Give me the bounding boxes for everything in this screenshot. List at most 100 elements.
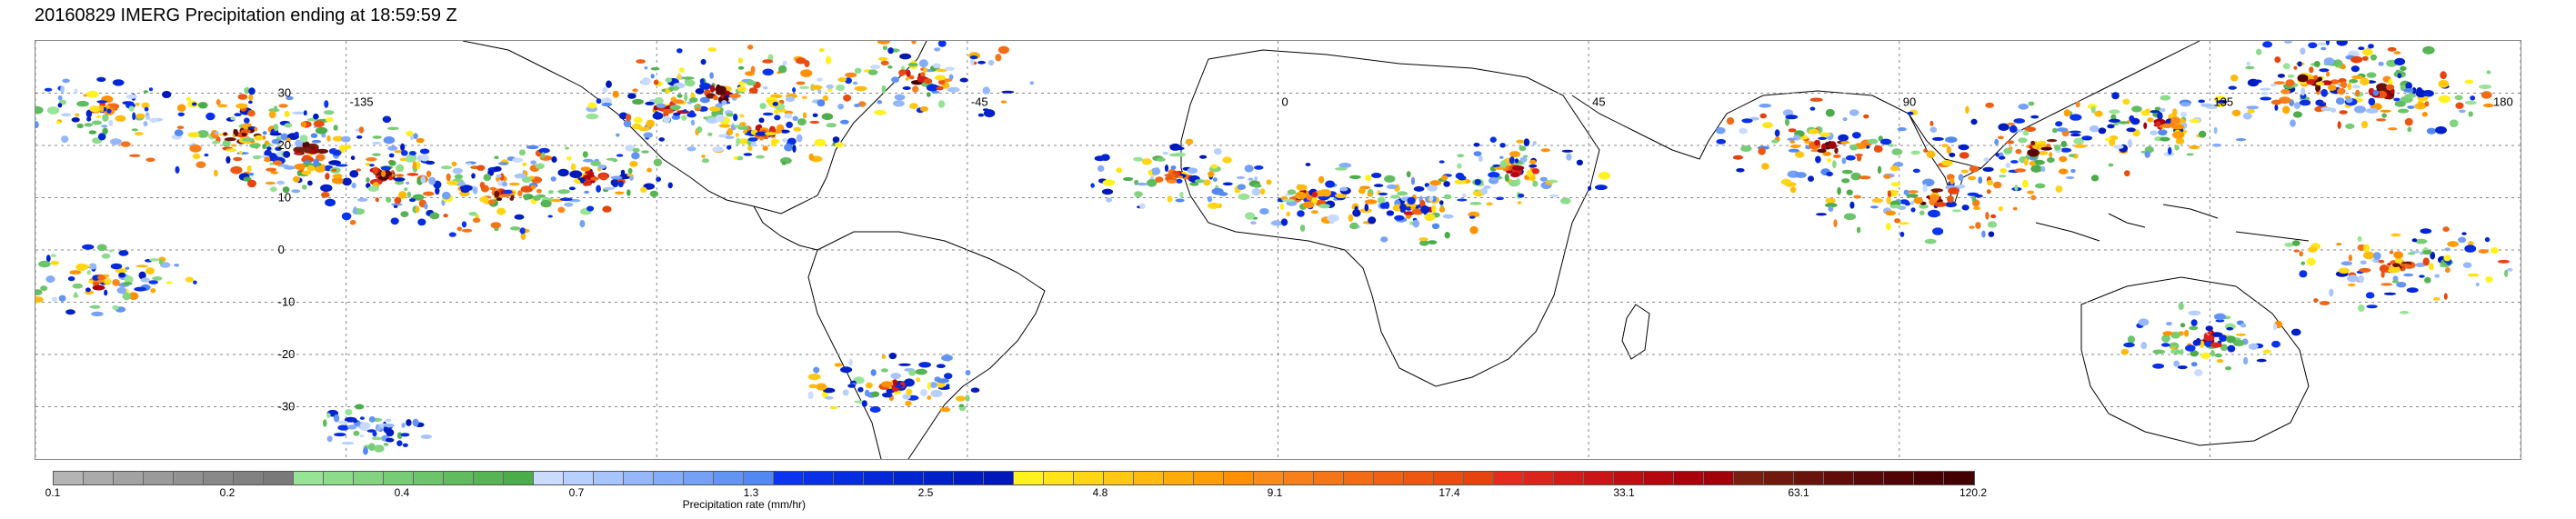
precip-pixel	[328, 160, 341, 165]
precip-pixel	[548, 190, 554, 195]
precip-pixel	[902, 86, 911, 90]
precip-pixel	[185, 96, 191, 102]
precip-pixel	[524, 194, 529, 201]
precip-pixel	[1438, 206, 1446, 213]
precip-pixel	[1090, 183, 1095, 188]
precip-pixel	[1164, 174, 1178, 177]
precip-pixel	[396, 164, 405, 173]
precip-pixel	[192, 153, 201, 160]
precip-pixel	[1910, 200, 1915, 205]
precip-pixel	[2429, 263, 2434, 271]
precip-pixel	[2207, 331, 2212, 335]
precip-pixel	[1499, 160, 1508, 169]
precip-pixel	[2070, 133, 2081, 137]
precip-pixel	[813, 366, 820, 374]
precip-pixel	[969, 57, 975, 66]
precip-pixel	[483, 174, 492, 182]
precip-pixel	[687, 146, 697, 152]
precip-pixel	[550, 176, 556, 182]
precip-pixel	[2155, 121, 2161, 127]
precip-pixel	[1203, 179, 1211, 186]
precip-pixel	[1891, 148, 1903, 155]
precip-pixel	[192, 102, 197, 106]
precip-pixel	[2353, 105, 2366, 114]
precip-pixel	[1321, 189, 1331, 197]
colorbar-swatch	[174, 472, 204, 484]
precip-pixel	[654, 96, 664, 105]
precip-pixel	[46, 106, 60, 115]
precip-pixel	[1988, 231, 1995, 237]
precip-pixel	[295, 139, 303, 147]
precip-pixel	[812, 113, 818, 117]
precip-pixel	[324, 100, 329, 108]
precip-pixel	[815, 138, 822, 146]
precip-pixel	[623, 119, 632, 128]
precip-pixel	[291, 189, 301, 194]
precip-pixel	[898, 69, 907, 75]
precip-pixel	[881, 381, 893, 388]
precip-pixel	[1367, 192, 1373, 197]
precip-pixel	[733, 114, 738, 122]
precip-pixel	[1787, 137, 1796, 141]
precip-pixel	[65, 309, 75, 315]
precip-pixel	[413, 133, 418, 139]
precip-pixel	[2345, 123, 2355, 129]
precip-pixel	[1998, 205, 2003, 212]
precip-pixel	[1948, 187, 1960, 195]
precip-pixel	[762, 59, 774, 64]
precip-pixel	[852, 81, 858, 85]
precip-pixel	[323, 110, 335, 115]
precip-pixel	[1907, 111, 1914, 115]
precip-pixel	[310, 133, 318, 138]
precip-pixel	[614, 191, 625, 195]
precip-pixel	[1364, 199, 1378, 205]
precip-pixel	[145, 115, 151, 120]
precip-pixel	[1851, 132, 1861, 139]
precip-pixel	[1429, 180, 1442, 186]
precip-pixel	[366, 177, 370, 183]
colorbar-swatch	[534, 472, 564, 484]
precip-pixel	[2393, 251, 2404, 259]
precip-pixel	[271, 138, 283, 145]
precip-pixel	[1167, 179, 1178, 184]
precip-pixel	[626, 174, 634, 177]
precip-pixel	[2260, 87, 2271, 91]
precip-pixel	[109, 138, 122, 145]
precip-pixel	[2297, 74, 2309, 83]
precip-pixel	[2440, 71, 2447, 80]
precip-pixel	[409, 198, 416, 203]
precip-pixel	[349, 219, 356, 225]
precip-pixel	[205, 112, 216, 121]
precip-pixel	[1168, 153, 1180, 157]
precip-pixel	[1518, 193, 1525, 198]
colorbar-swatch	[1284, 472, 1314, 484]
precip-pixel	[222, 139, 231, 147]
precip-pixel	[712, 146, 724, 153]
precip-pixel	[40, 285, 48, 292]
precip-pixel	[693, 105, 702, 108]
precip-pixel	[420, 434, 432, 439]
precip-pixel	[2411, 87, 2417, 95]
precip-pixel	[461, 228, 473, 233]
precip-pixel	[1982, 166, 1994, 172]
colorbar-tick-label: 9.1	[1267, 486, 1283, 499]
precip-pixel	[2246, 105, 2260, 110]
coastline-madagascar	[1621, 304, 1650, 360]
precip-pixel	[345, 409, 353, 415]
precip-pixel	[1576, 159, 1583, 165]
precip-pixel	[822, 95, 828, 102]
precip-pixel	[782, 137, 787, 143]
precip-pixel	[1532, 141, 1537, 145]
precip-pixel	[341, 212, 352, 221]
precip-pixel	[2372, 89, 2380, 96]
precip-pixel	[406, 419, 412, 426]
precip-pixel	[2006, 140, 2015, 145]
precip-pixel	[1958, 174, 1964, 182]
precip-pixel	[338, 145, 352, 150]
precip-pixel	[853, 104, 861, 107]
precip-pixel	[2174, 350, 2184, 354]
precip-pixel	[1139, 203, 1146, 209]
colorbar-swatch	[1674, 472, 1704, 484]
precip-pixel	[1883, 174, 1891, 179]
precip-pixel	[1427, 185, 1438, 192]
